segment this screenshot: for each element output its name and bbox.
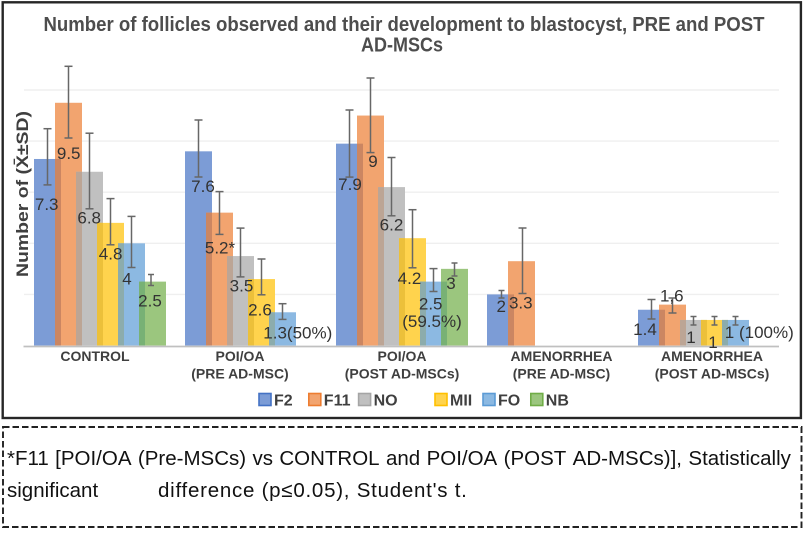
svg-text:4: 4 <box>122 269 131 288</box>
svg-text:3: 3 <box>446 274 455 293</box>
svg-text:2.5: 2.5 <box>419 295 443 314</box>
svg-text:1: 1 <box>686 328 695 347</box>
svg-text:(PRE AD-MSC): (PRE AD-MSC) <box>513 366 610 382</box>
svg-text:AD-MSCs: AD-MSCs <box>361 35 443 57</box>
svg-text:1: 1 <box>708 333 717 352</box>
svg-text:1.4: 1.4 <box>633 320 657 339</box>
svg-text:2.5: 2.5 <box>138 291 162 310</box>
svg-text:2.6: 2.6 <box>248 300 272 319</box>
svg-text:3.5: 3.5 <box>230 276 254 295</box>
svg-text:6.2: 6.2 <box>380 215 404 234</box>
svg-text:(POST AD-MSCs): (POST AD-MSCs) <box>655 366 770 382</box>
svg-text:NO: NO <box>374 393 398 410</box>
svg-text:7.6: 7.6 <box>191 177 215 196</box>
svg-text:9.5: 9.5 <box>57 144 81 163</box>
svg-text:AMENORRHEA: AMENORRHEA <box>511 348 613 364</box>
svg-text:NB: NB <box>546 393 569 410</box>
svg-text:FO: FO <box>498 393 520 410</box>
svg-text:3.3: 3.3 <box>509 293 533 312</box>
svg-text:1 (100%): 1 (100%) <box>725 323 794 342</box>
svg-text:AMENORRHEA: AMENORRHEA <box>661 348 763 364</box>
svg-text:1,6: 1,6 <box>660 286 684 305</box>
svg-text:F2: F2 <box>274 393 293 410</box>
svg-text:4.8: 4.8 <box>99 244 123 263</box>
svg-text:MII: MII <box>450 393 472 410</box>
svg-text:7.3: 7.3 <box>35 195 59 214</box>
svg-text:Number of (X̄±SD): Number of (X̄±SD) <box>13 111 32 277</box>
svg-text:F11: F11 <box>324 393 351 410</box>
svg-text:Number of follicles observed a: Number of follicles observed and their d… <box>44 14 765 36</box>
svg-text:5.2*: 5.2* <box>205 238 236 257</box>
svg-text:(POST AD-MSCs): (POST AD-MSCs) <box>345 366 460 382</box>
svg-text:7.9: 7.9 <box>338 175 362 194</box>
svg-text:(59.5%): (59.5%) <box>402 312 462 331</box>
svg-text:6.8: 6.8 <box>77 208 101 227</box>
svg-text:POI/OA: POI/OA <box>377 348 426 364</box>
svg-text:2: 2 <box>496 297 505 316</box>
svg-text:4.2: 4.2 <box>398 269 422 288</box>
svg-text:9: 9 <box>368 152 377 171</box>
svg-text:POI/OA: POI/OA <box>215 348 264 364</box>
svg-text:(PRE AD-MSC): (PRE AD-MSC) <box>191 366 288 382</box>
svg-text:1.3(50%): 1.3(50%) <box>263 323 332 342</box>
svg-text:CONTROL: CONTROL <box>60 348 130 364</box>
